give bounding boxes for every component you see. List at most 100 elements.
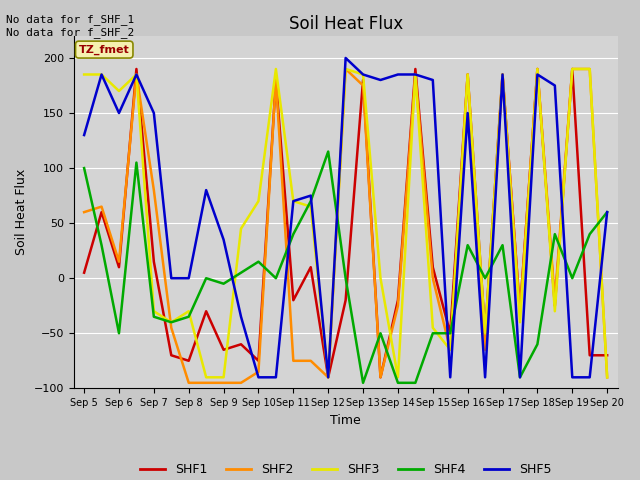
- Line: SHF2: SHF2: [84, 69, 607, 383]
- SHF1: [220, 347, 227, 353]
- SHF1: [237, 341, 245, 347]
- SHF4: [464, 242, 472, 248]
- SHF5: [586, 374, 593, 380]
- SHF1: [115, 264, 123, 270]
- SHF5: [168, 276, 175, 281]
- SHF4: [324, 149, 332, 155]
- SHF2: [586, 66, 593, 72]
- SHF3: [98, 72, 106, 77]
- SHF3: [342, 66, 349, 72]
- SHF5: [464, 110, 472, 116]
- SHF3: [551, 308, 559, 314]
- SHF4: [429, 330, 436, 336]
- SHF4: [150, 314, 157, 320]
- SHF4: [359, 380, 367, 386]
- SHF1: [168, 352, 175, 358]
- SHF3: [464, 72, 472, 77]
- SHF3: [220, 374, 227, 380]
- SHF4: [98, 242, 106, 248]
- SHF1: [534, 66, 541, 72]
- SHF3: [429, 325, 436, 331]
- SHF3: [359, 72, 367, 77]
- SHF2: [568, 66, 576, 72]
- Line: SHF3: SHF3: [84, 69, 607, 377]
- SHF2: [516, 308, 524, 314]
- SHF4: [342, 276, 349, 281]
- SHF1: [551, 303, 559, 309]
- Legend: SHF1, SHF2, SHF3, SHF4, SHF5: SHF1, SHF2, SHF3, SHF4, SHF5: [134, 458, 557, 480]
- SHF4: [289, 231, 297, 237]
- SHF4: [220, 281, 227, 287]
- SHF3: [289, 198, 297, 204]
- SHF5: [202, 187, 210, 193]
- SHF1: [377, 374, 385, 380]
- SHF3: [324, 374, 332, 380]
- SHF5: [272, 374, 280, 380]
- SHF1: [98, 209, 106, 215]
- SHF4: [394, 380, 402, 386]
- SHF5: [289, 198, 297, 204]
- SHF1: [359, 77, 367, 83]
- SHF5: [481, 374, 489, 380]
- SHF1: [272, 77, 280, 83]
- SHF5: [377, 77, 385, 83]
- SHF3: [115, 88, 123, 94]
- SHF4: [568, 276, 576, 281]
- SHF1: [604, 352, 611, 358]
- SHF4: [499, 242, 506, 248]
- SHF3: [377, 276, 385, 281]
- SHF2: [115, 259, 123, 264]
- SHF2: [481, 347, 489, 353]
- SHF3: [586, 66, 593, 72]
- SHF2: [168, 325, 175, 331]
- Title: Soil Heat Flux: Soil Heat Flux: [289, 15, 403, 33]
- SHF4: [551, 231, 559, 237]
- SHF2: [446, 347, 454, 353]
- SHF5: [255, 374, 262, 380]
- SHF5: [150, 110, 157, 116]
- SHF2: [499, 72, 506, 77]
- SHF3: [412, 72, 419, 77]
- SHF1: [185, 358, 193, 364]
- SHF5: [516, 374, 524, 380]
- Text: No data for f_SHF_1
No data for f_SHF_2: No data for f_SHF_1 No data for f_SHF_2: [6, 14, 134, 38]
- SHF2: [237, 380, 245, 386]
- X-axis label: Time: Time: [330, 414, 361, 427]
- SHF2: [377, 374, 385, 380]
- SHF3: [150, 308, 157, 314]
- SHF1: [132, 66, 140, 72]
- SHF3: [516, 319, 524, 325]
- SHF2: [185, 380, 193, 386]
- SHF1: [342, 297, 349, 303]
- SHF4: [237, 270, 245, 276]
- SHF4: [255, 259, 262, 264]
- Y-axis label: Soil Heat Flux: Soil Heat Flux: [15, 169, 28, 255]
- SHF1: [289, 297, 297, 303]
- SHF4: [115, 330, 123, 336]
- SHF2: [150, 187, 157, 193]
- SHF3: [604, 374, 611, 380]
- SHF1: [516, 308, 524, 314]
- SHF4: [604, 209, 611, 215]
- SHF2: [342, 66, 349, 72]
- SHF4: [586, 231, 593, 237]
- SHF4: [412, 380, 419, 386]
- SHF5: [551, 83, 559, 88]
- SHF1: [202, 308, 210, 314]
- SHF5: [499, 72, 506, 77]
- SHF5: [604, 209, 611, 215]
- SHF5: [568, 374, 576, 380]
- SHF1: [446, 330, 454, 336]
- SHF1: [412, 66, 419, 72]
- SHF4: [168, 319, 175, 325]
- SHF3: [168, 319, 175, 325]
- SHF3: [307, 204, 315, 209]
- SHF4: [446, 330, 454, 336]
- SHF5: [394, 72, 402, 77]
- SHF5: [80, 132, 88, 138]
- SHF1: [429, 264, 436, 270]
- SHF4: [481, 276, 489, 281]
- Line: SHF5: SHF5: [84, 58, 607, 377]
- SHF3: [237, 226, 245, 231]
- SHF4: [516, 374, 524, 380]
